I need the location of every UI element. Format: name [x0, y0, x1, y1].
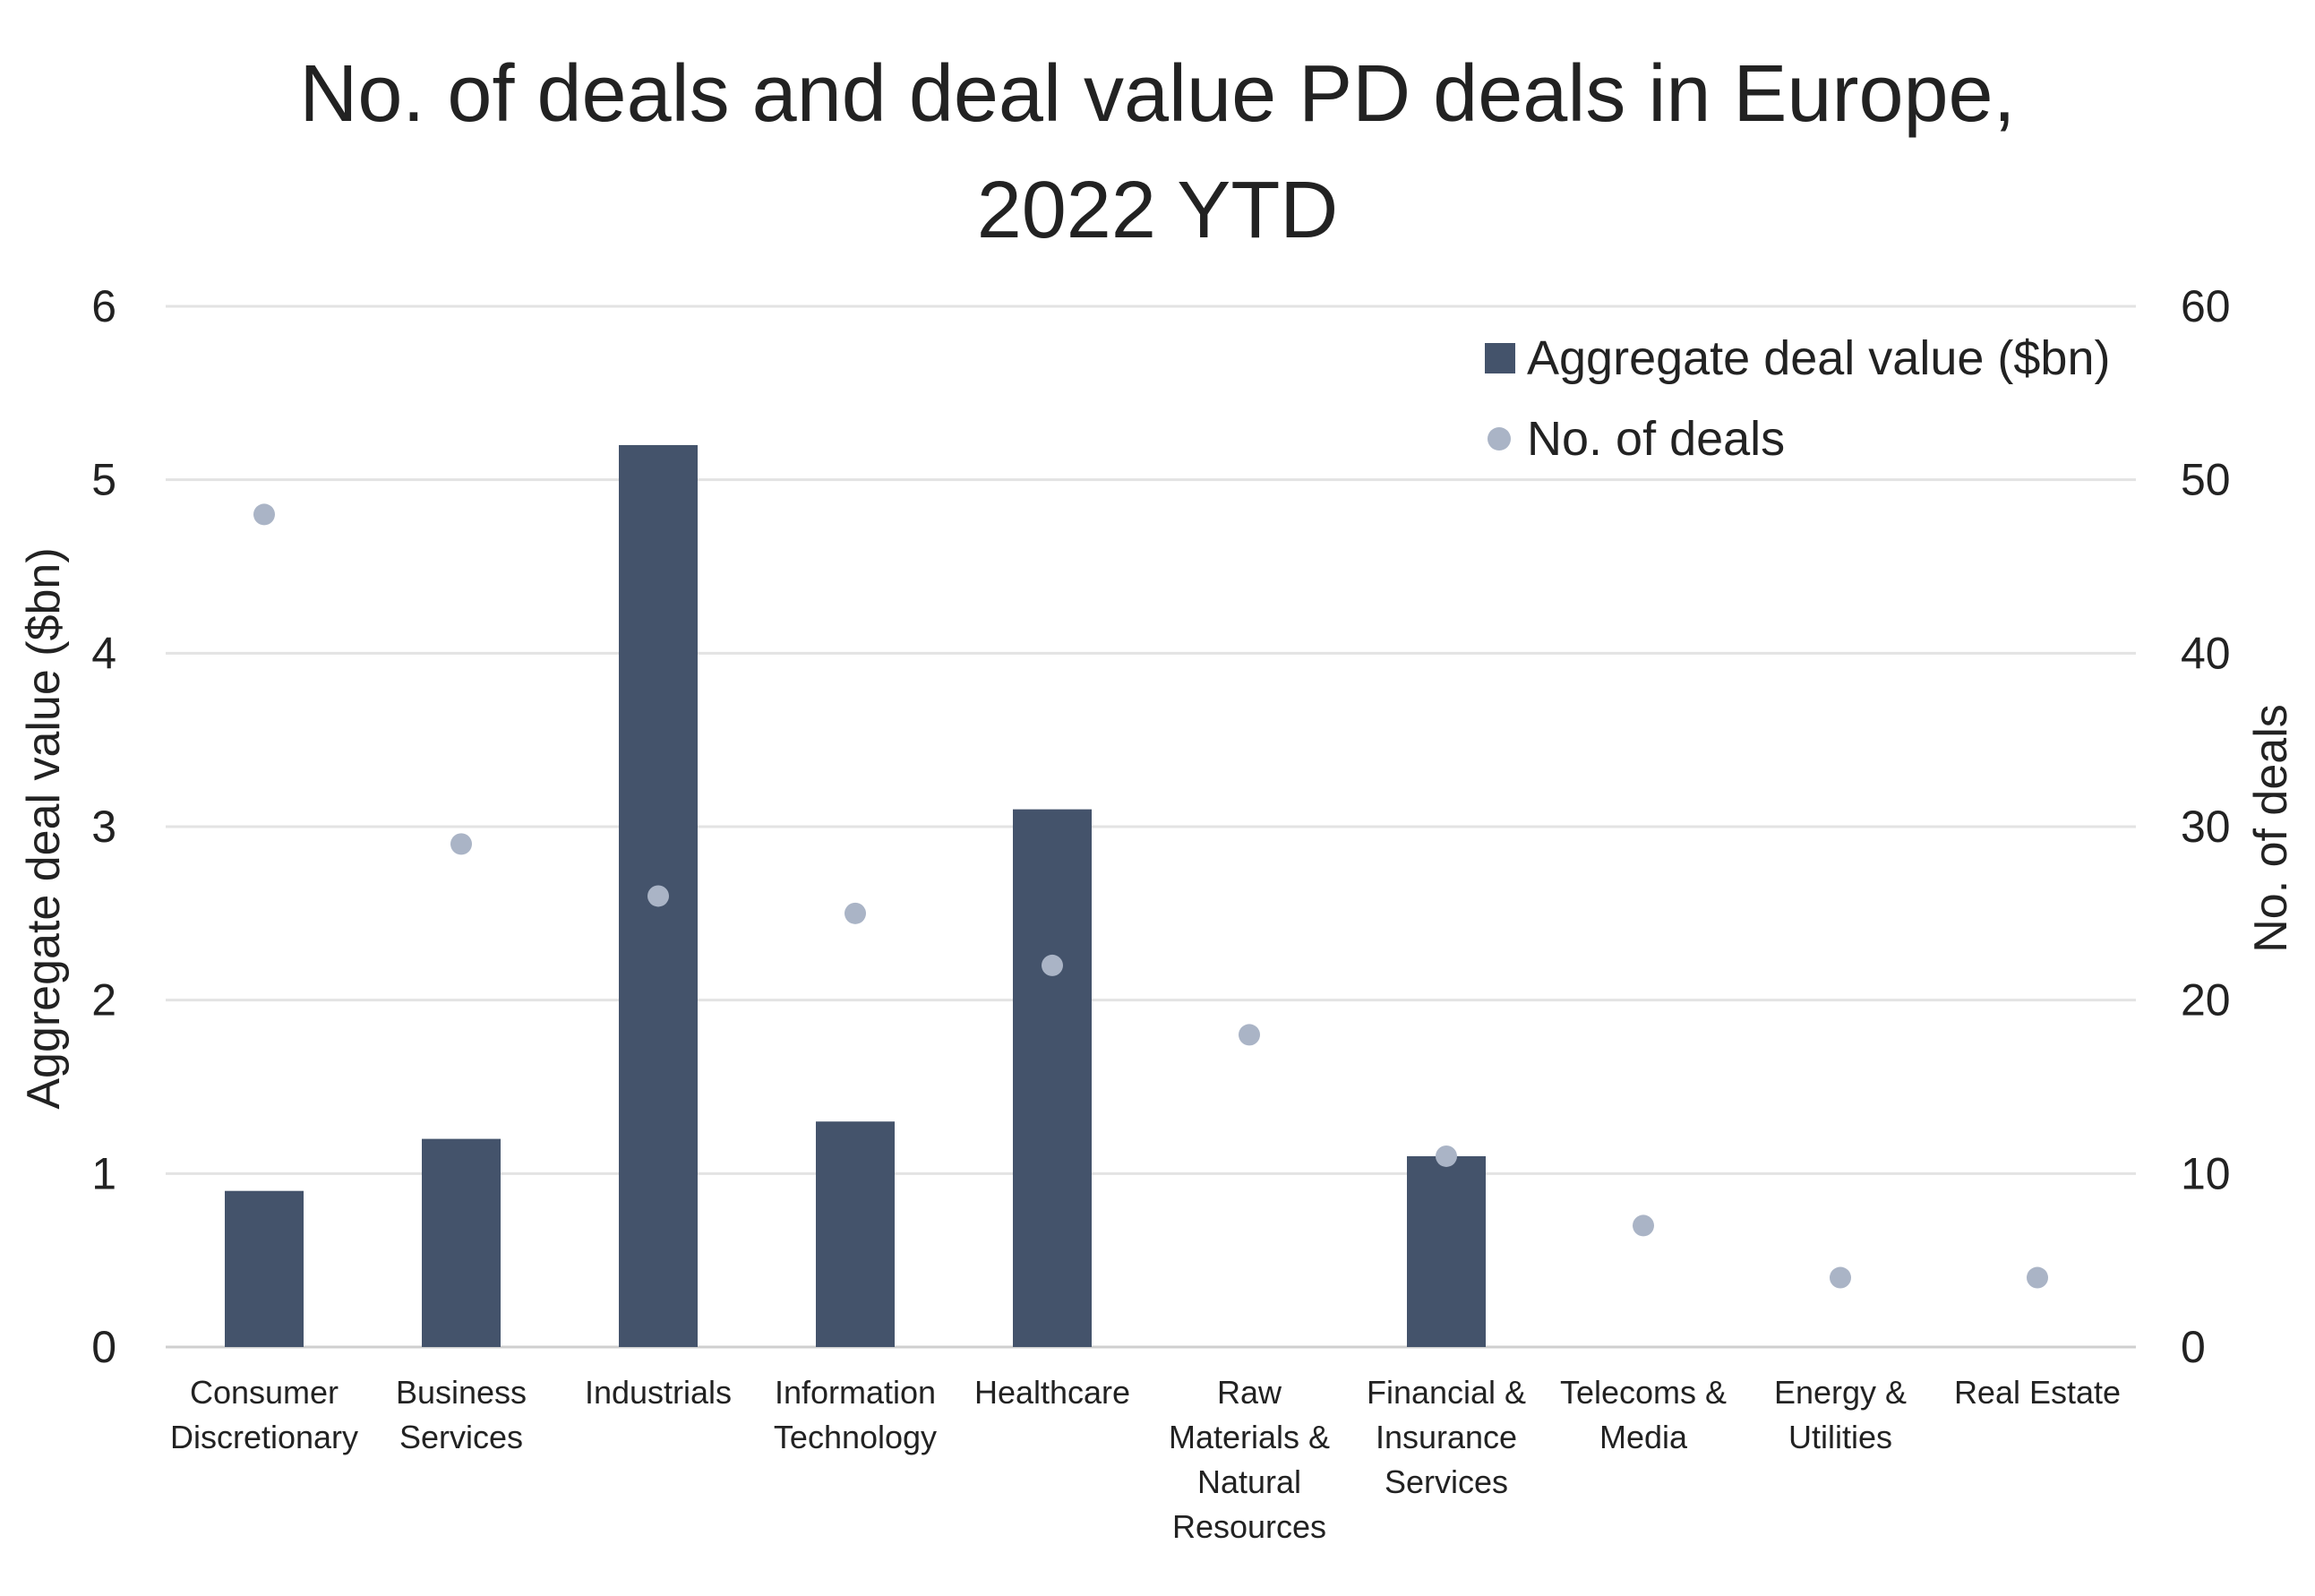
right-tick-label: 60: [2181, 281, 2231, 331]
category-label: Financial & Insurance Services: [1367, 1374, 1526, 1500]
right-axis-ticks: 0 10 20 30 40 50 60: [2181, 281, 2231, 1372]
category-label: Telecoms & Media: [1560, 1374, 1727, 1455]
right-tick-label: 0: [2181, 1322, 2206, 1372]
chart-title: No. of deals and deal value PD deals in …: [134, 36, 2181, 269]
left-tick-label: 6: [91, 281, 116, 331]
scatter-point: [2027, 1266, 2048, 1289]
bar: [1407, 1155, 1486, 1347]
bar: [422, 1138, 501, 1347]
scatter-point: [1436, 1145, 1457, 1167]
left-tick-label: 0: [91, 1322, 116, 1372]
scatter-point: [253, 503, 275, 526]
right-tick-label: 10: [2181, 1148, 2231, 1198]
category-label: Healthcare: [974, 1374, 1130, 1411]
bar: [816, 1121, 895, 1347]
left-tick-label: 2: [91, 975, 116, 1025]
scatter-point: [1633, 1214, 1654, 1237]
scatter-point: [1042, 954, 1063, 976]
legend-dot-swatch: [1488, 427, 1511, 450]
scatter-point: [1239, 1024, 1260, 1046]
chart-title-line-1: No. of deals and deal value PD deals in …: [299, 49, 2016, 139]
bar-series: [225, 444, 1486, 1347]
left-tick-label: 4: [91, 628, 116, 678]
left-axis-ticks: 0 1 2 3 4 5 6: [91, 281, 116, 1372]
category-label: Industrials: [585, 1374, 732, 1411]
scatter-series: [253, 503, 2048, 1289]
left-axis-label: Aggregate deal value ($bn): [18, 547, 70, 1109]
legend-bar-swatch: [1485, 343, 1515, 373]
left-tick-label: 1: [91, 1148, 116, 1198]
category-label: Energy & Utilities: [1774, 1374, 1907, 1455]
scatter-point: [1830, 1266, 1851, 1289]
scatter-point: [450, 833, 472, 855]
right-axis-label: No. of deals: [2245, 704, 2297, 953]
scatter-point: [647, 885, 669, 907]
left-tick-label: 5: [91, 455, 116, 505]
right-tick-label: 50: [2181, 455, 2231, 505]
bar: [1013, 809, 1092, 1347]
right-tick-label: 40: [2181, 628, 2231, 678]
category-labels: Consumer Discretionary Business Services Ind…: [170, 1374, 2121, 1545]
right-tick-label: 20: [2181, 975, 2231, 1025]
scatter-point: [845, 902, 866, 924]
left-tick-label: 3: [91, 802, 116, 852]
category-label: Business Services: [396, 1374, 527, 1455]
category-label: Information Technology: [774, 1374, 937, 1455]
chart-title-line-2: 2022 YTD: [976, 166, 1339, 255]
category-label: Real Estate: [1954, 1374, 2121, 1411]
legend-dot-label: No. of deals: [1527, 412, 1785, 466]
category-label: Raw Materials & Natural Resources: [1169, 1374, 1330, 1545]
legend-bar-label: Aggregate deal value ($bn): [1527, 331, 2110, 385]
legend: Aggregate deal value ($bn) No. of deals: [1485, 331, 2110, 466]
category-label: Consumer Discretionary: [170, 1374, 358, 1455]
bar: [225, 1190, 304, 1347]
right-tick-label: 30: [2181, 802, 2231, 852]
